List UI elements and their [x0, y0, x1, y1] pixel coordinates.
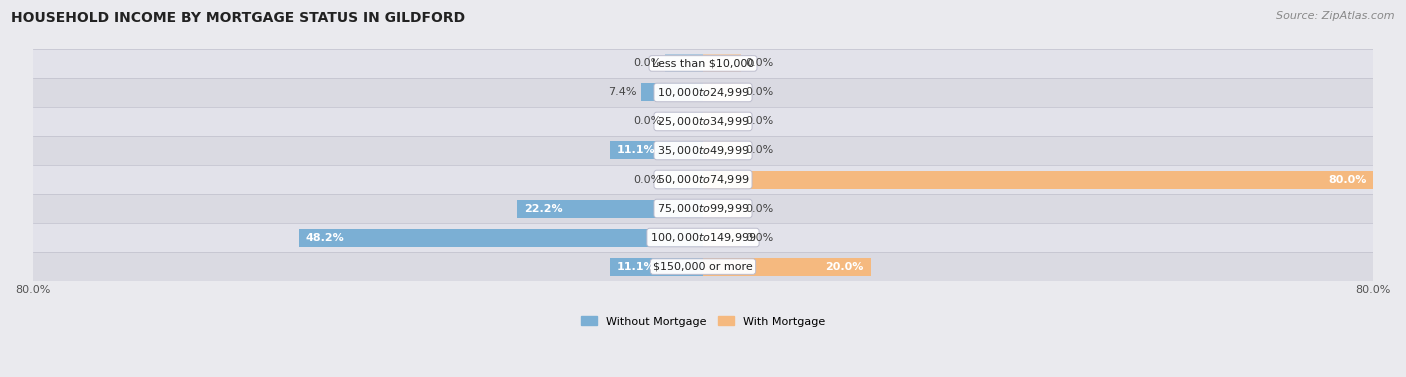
Bar	[703, 83, 741, 101]
Text: 0.0%: 0.0%	[745, 204, 773, 213]
Text: $150,000 or more: $150,000 or more	[654, 262, 752, 271]
Bar	[703, 257, 870, 276]
Bar	[32, 165, 1374, 194]
Text: $25,000 to $34,999: $25,000 to $34,999	[657, 115, 749, 128]
Bar	[32, 252, 1374, 281]
Bar	[641, 83, 703, 101]
Text: 48.2%: 48.2%	[307, 233, 344, 242]
Bar	[703, 199, 741, 218]
Text: HOUSEHOLD INCOME BY MORTGAGE STATUS IN GILDFORD: HOUSEHOLD INCOME BY MORTGAGE STATUS IN G…	[11, 11, 465, 25]
Bar	[32, 194, 1374, 223]
Legend: Without Mortgage, With Mortgage: Without Mortgage, With Mortgage	[581, 316, 825, 326]
Bar	[703, 170, 1374, 188]
Bar	[32, 78, 1374, 107]
Text: Less than $10,000: Less than $10,000	[652, 58, 754, 69]
Text: 11.1%: 11.1%	[617, 146, 655, 155]
Bar	[610, 141, 703, 159]
Text: 0.0%: 0.0%	[633, 116, 661, 126]
Text: 0.0%: 0.0%	[745, 146, 773, 155]
Bar	[610, 257, 703, 276]
Text: $10,000 to $24,999: $10,000 to $24,999	[657, 86, 749, 99]
Text: $100,000 to $149,999: $100,000 to $149,999	[650, 231, 756, 244]
Bar	[32, 223, 1374, 252]
Text: 0.0%: 0.0%	[745, 116, 773, 126]
Bar	[299, 228, 703, 247]
Text: 0.0%: 0.0%	[633, 175, 661, 184]
Text: 0.0%: 0.0%	[745, 58, 773, 69]
Text: 0.0%: 0.0%	[633, 58, 661, 69]
Bar	[703, 141, 741, 159]
Bar	[703, 228, 741, 247]
Bar	[703, 54, 741, 72]
Text: $35,000 to $49,999: $35,000 to $49,999	[657, 144, 749, 157]
Text: 80.0%: 80.0%	[1329, 175, 1367, 184]
Text: 11.1%: 11.1%	[617, 262, 655, 271]
Bar	[665, 170, 703, 188]
Bar	[32, 49, 1374, 78]
Text: 7.4%: 7.4%	[609, 87, 637, 98]
Text: $50,000 to $74,999: $50,000 to $74,999	[657, 173, 749, 186]
Bar	[665, 112, 703, 130]
Text: 20.0%: 20.0%	[825, 262, 863, 271]
Text: 0.0%: 0.0%	[745, 233, 773, 242]
Text: Source: ZipAtlas.com: Source: ZipAtlas.com	[1277, 11, 1395, 21]
Bar	[665, 54, 703, 72]
Text: $75,000 to $99,999: $75,000 to $99,999	[657, 202, 749, 215]
Bar	[32, 136, 1374, 165]
Bar	[703, 112, 741, 130]
Text: 0.0%: 0.0%	[745, 87, 773, 98]
Bar	[32, 107, 1374, 136]
Text: 22.2%: 22.2%	[523, 204, 562, 213]
Bar	[517, 199, 703, 218]
